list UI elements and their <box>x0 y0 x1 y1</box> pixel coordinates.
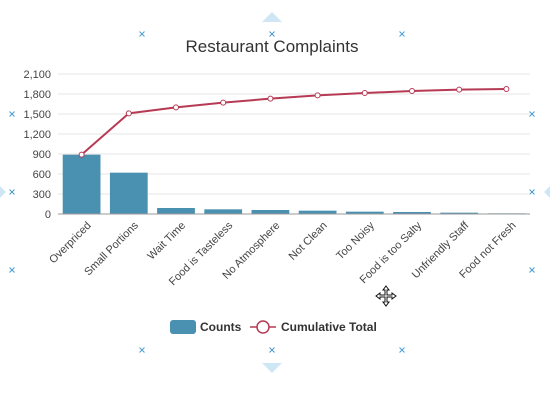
bar[interactable] <box>62 154 101 214</box>
line-point[interactable] <box>456 86 463 93</box>
bar[interactable] <box>157 208 195 214</box>
legend-label-counts[interactable]: Counts <box>200 320 242 334</box>
line-series <box>78 86 510 158</box>
resize-handle-icon[interactable] <box>9 267 15 273</box>
resize-handle-icon[interactable] <box>0 186 6 198</box>
x-tick-label: Wait Time <box>145 220 188 263</box>
y-tick-label: 2,100 <box>23 69 51 81</box>
y-tick-label: 600 <box>33 169 51 181</box>
chart-title: Restaurant Complaints <box>186 37 359 56</box>
bar[interactable] <box>204 209 243 214</box>
resize-handle-icon[interactable] <box>262 12 282 22</box>
resize-handle-icon[interactable] <box>529 111 535 117</box>
line-point[interactable] <box>173 104 179 111</box>
bar[interactable] <box>345 211 384 214</box>
legend: Counts Cumulative Total <box>170 320 377 334</box>
resize-handle-icon[interactable] <box>262 363 282 373</box>
bar[interactable] <box>298 210 337 214</box>
bar[interactable] <box>440 212 479 214</box>
resize-handle-icon[interactable] <box>399 347 405 353</box>
resize-handle-icon[interactable] <box>9 189 15 195</box>
line-point[interactable] <box>503 86 510 92</box>
y-tick-label: 1,800 <box>23 89 51 101</box>
line-point[interactable] <box>361 90 368 96</box>
line-point[interactable] <box>409 88 415 94</box>
resize-handle-icon[interactable] <box>269 347 275 353</box>
resize-handle-icon[interactable] <box>139 31 145 37</box>
selection-handles <box>0 12 550 373</box>
y-tick-label: 900 <box>33 149 51 161</box>
resize-handle-icon[interactable] <box>529 189 535 195</box>
y-tick-label: 0 <box>45 209 51 221</box>
line-point[interactable] <box>314 92 321 99</box>
x-tick-label: Not Clean <box>287 220 330 263</box>
resize-handle-icon[interactable] <box>9 111 15 117</box>
legend-swatch-cumulative-marker[interactable] <box>256 320 270 334</box>
bar-series <box>62 154 526 214</box>
resize-handle-icon[interactable] <box>139 347 145 353</box>
resize-handle-icon[interactable] <box>544 186 550 198</box>
y-axis: 0 300 600 900 1,200 1,500 1,800 2,100 <box>23 69 51 221</box>
bar[interactable] <box>393 212 431 214</box>
y-tick-label: 300 <box>33 189 51 201</box>
resize-handle-icon[interactable] <box>269 31 275 37</box>
line-point[interactable] <box>125 110 132 117</box>
legend-label-cumulative[interactable]: Cumulative Total <box>281 320 377 334</box>
cumulative-line <box>80 88 507 156</box>
legend-swatch-counts[interactable] <box>170 320 196 334</box>
bar[interactable] <box>109 172 148 214</box>
line-point[interactable] <box>220 99 227 106</box>
y-tick-label: 1,200 <box>23 129 51 141</box>
resize-handle-icon[interactable] <box>399 31 405 37</box>
x-tick-label: Overpriced <box>47 220 94 267</box>
move-cursor-icon[interactable] <box>375 285 397 307</box>
line-point[interactable] <box>78 151 85 158</box>
y-gridlines <box>58 73 530 195</box>
bar[interactable] <box>251 210 290 214</box>
y-tick-label: 1,500 <box>23 109 51 121</box>
resize-handle-icon[interactable] <box>529 267 535 273</box>
x-tick-label: Too Noisy <box>334 219 377 262</box>
line-point[interactable] <box>267 95 274 102</box>
